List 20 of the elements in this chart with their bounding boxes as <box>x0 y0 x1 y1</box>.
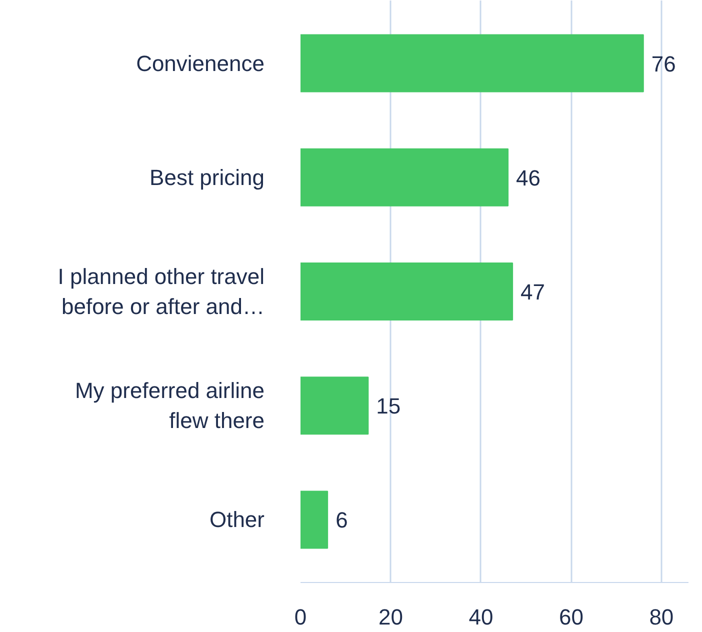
y-tick-label: I planned other travel before or after and… <box>58 264 265 319</box>
y-tick-label: Other <box>209 507 265 532</box>
y-tick-label: Best pricing <box>150 164 265 190</box>
y-tick-label: My preferred airline flew there <box>74 378 265 434</box>
data-label: 47 <box>520 280 546 304</box>
bar <box>300 376 369 435</box>
x-tick-label: 40 <box>468 604 494 630</box>
data-label: 15 <box>376 394 401 419</box>
data-label: 76 <box>651 51 676 76</box>
data-label: 6 <box>336 508 348 533</box>
bar <box>300 148 509 206</box>
bar <box>300 262 514 321</box>
data-label: 46 <box>516 165 541 190</box>
x-tick-label: 80 <box>649 604 674 630</box>
x-tick-label: 20 <box>378 604 403 630</box>
y-tick-label: Convienence <box>136 50 265 76</box>
x-tick-label: 60 <box>558 604 584 630</box>
x-tick-label: 0 <box>294 604 307 630</box>
bar <box>300 34 644 92</box>
bar <box>300 490 328 549</box>
